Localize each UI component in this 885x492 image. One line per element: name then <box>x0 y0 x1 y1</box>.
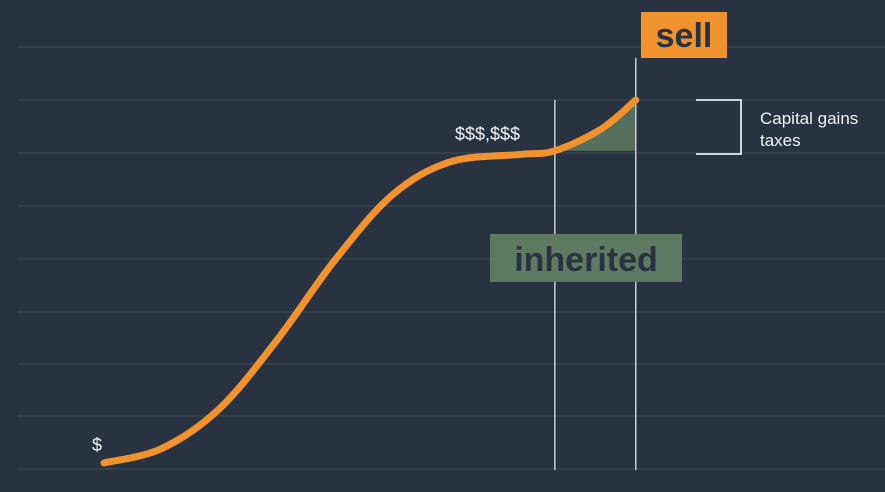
inherited-badge-label: inherited <box>514 241 658 279</box>
start-value-label: $ <box>92 435 102 455</box>
asset-value-line <box>100 96 640 467</box>
inherited-badge-background <box>490 234 682 282</box>
inherited-badge: inherited <box>490 234 682 282</box>
bracket-note-line1: Capital gains <box>760 109 858 128</box>
peak-value-label: $$$,$$$ <box>455 124 520 144</box>
sell-badge-background <box>641 12 727 58</box>
capital-gains-area <box>554 100 636 151</box>
sell-badge: sell <box>641 12 727 58</box>
sell-badge-label: sell <box>656 17 713 55</box>
capital-gains-bracket <box>696 99 742 155</box>
bracket-note-line2: taxes <box>760 131 801 150</box>
grid-lines <box>18 46 885 470</box>
